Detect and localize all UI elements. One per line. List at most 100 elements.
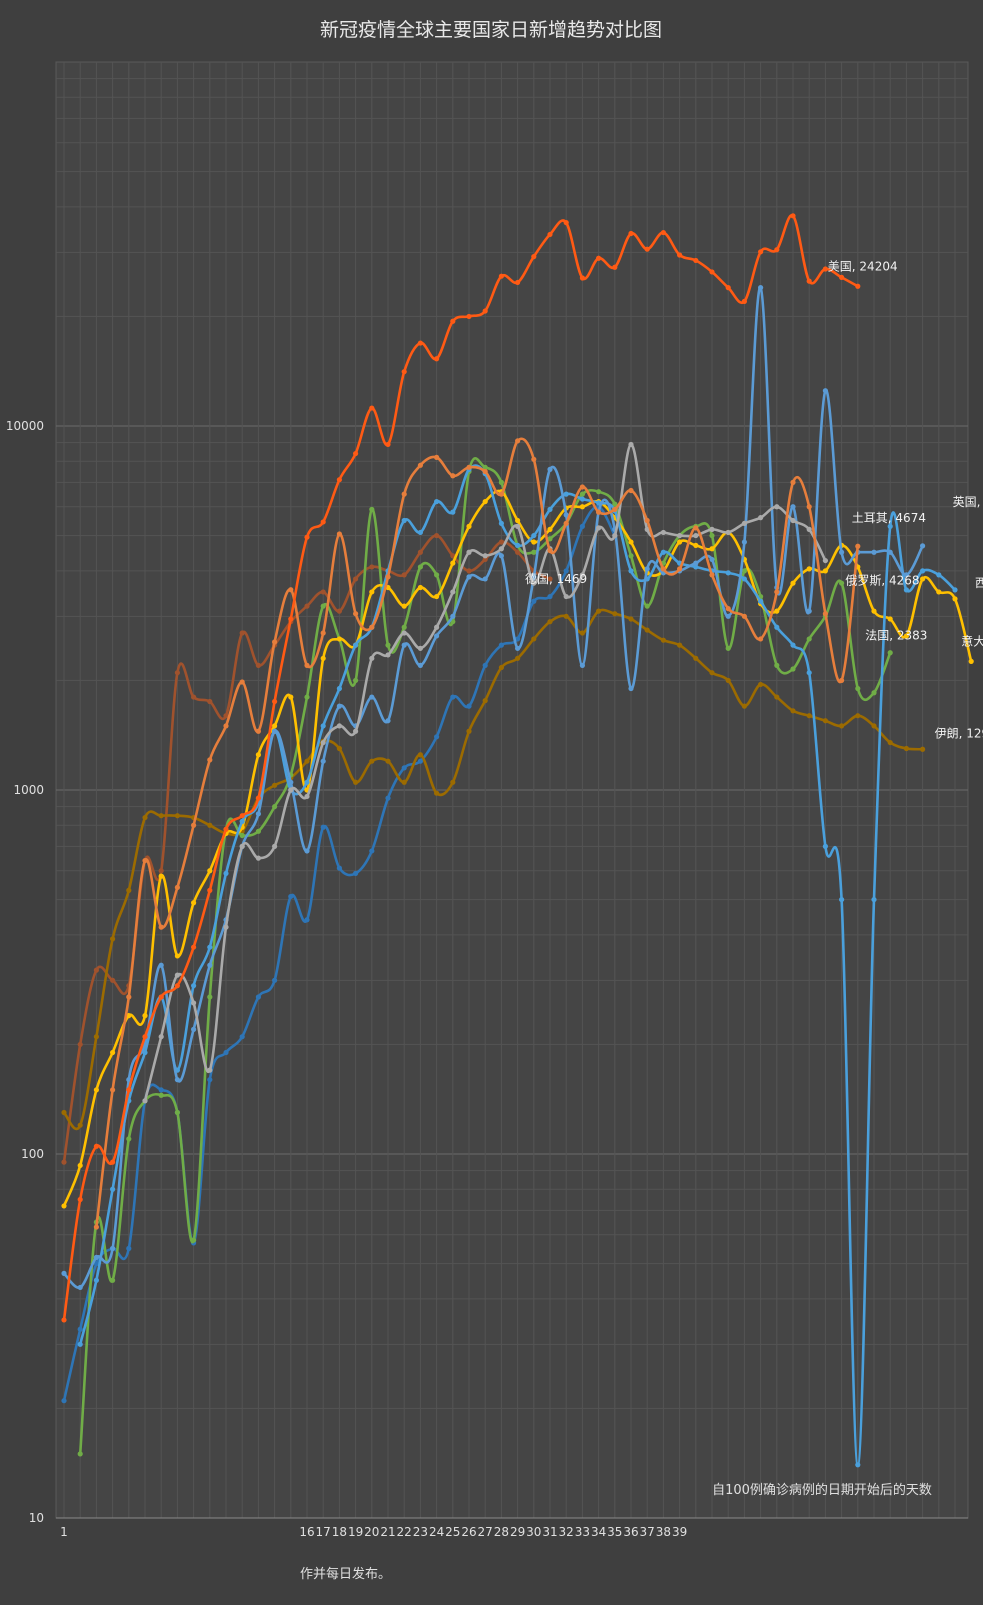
data-point: [223, 870, 229, 877]
data-point: [482, 576, 488, 582]
data-point: [855, 283, 861, 289]
data-point: [239, 1034, 245, 1040]
data-point: [725, 570, 731, 576]
data-point: [93, 1277, 99, 1283]
data-point: [774, 589, 780, 595]
data-point: [191, 983, 197, 989]
data-point: [450, 694, 456, 700]
data-point: [126, 1087, 132, 1093]
data-point: [498, 273, 504, 279]
data-point: [110, 1277, 116, 1283]
data-point: [288, 893, 294, 900]
data-point: [174, 670, 180, 676]
data-point: [272, 728, 278, 734]
data-point: [77, 1122, 83, 1128]
x-tick-label: 33: [575, 1525, 590, 1539]
data-point: [482, 308, 488, 314]
data-point: [450, 613, 456, 619]
data-point: [142, 1049, 148, 1056]
data-point: [822, 557, 829, 564]
data-point: [401, 624, 407, 630]
data-point: [725, 285, 731, 291]
data-point: [93, 1260, 99, 1267]
data-point: [547, 619, 553, 625]
data-point: [709, 556, 715, 563]
data-point: [531, 532, 537, 539]
data-labels: 德国, 1469 伊朗, 1294 法国, 2383 意大利, 2256 西班牙, 35…: [525, 259, 983, 740]
data-point: [304, 779, 310, 785]
data-point: [110, 1186, 116, 1192]
data-point: [288, 779, 294, 785]
data-point: [434, 454, 440, 460]
data-point: [223, 723, 229, 729]
data-point: [855, 543, 861, 549]
data-point: [952, 587, 958, 593]
data-point: [417, 645, 423, 651]
series-data-label: 伊朗, 1294: [935, 726, 983, 740]
data-point: [920, 543, 926, 549]
data-point: [353, 576, 359, 582]
data-point: [272, 723, 278, 729]
data-point: [174, 953, 180, 959]
data-point: [207, 1067, 213, 1073]
data-point: [434, 532, 440, 539]
data-point: [693, 542, 699, 548]
data-point: [806, 504, 812, 510]
data-point: [110, 1245, 116, 1252]
data-point: [482, 464, 488, 470]
data-point: [920, 568, 926, 574]
data-point: [239, 630, 245, 636]
series-data-label: 法国, 2383: [865, 629, 927, 643]
data-point: [174, 972, 180, 978]
data-point: [660, 529, 667, 536]
data-point: [887, 739, 893, 746]
data-point: [207, 962, 213, 968]
data-point: [466, 703, 472, 709]
data-point: [223, 1049, 229, 1056]
data-point: [93, 1034, 99, 1040]
data-point: [839, 677, 845, 684]
data-point: [207, 757, 213, 763]
data-point: [547, 466, 553, 472]
data-point: [709, 532, 715, 539]
data-point: [434, 572, 440, 578]
x-tick-label: 31: [542, 1525, 557, 1539]
data-point: [61, 1398, 67, 1404]
data-point: [531, 254, 537, 260]
data-point: [61, 1159, 67, 1165]
data-point: [531, 598, 537, 604]
data-point: [385, 574, 391, 580]
data-point: [191, 944, 197, 950]
data-point: [110, 977, 116, 983]
data-point: [612, 501, 618, 507]
data-point: [304, 917, 310, 923]
data-point: [61, 1270, 67, 1276]
data-point: [871, 723, 877, 729]
x-tick-label: 27: [478, 1525, 493, 1539]
data-point: [579, 662, 586, 668]
data-point: [223, 826, 229, 832]
data-point: [126, 994, 132, 1000]
data-point: [369, 506, 375, 513]
data-point: [628, 441, 634, 448]
data-point: [304, 758, 310, 764]
data-point: [223, 924, 229, 930]
series-data-label: 英国, 4684: [953, 495, 983, 509]
data-point: [579, 491, 586, 497]
data-point: [255, 795, 261, 801]
data-point: [401, 630, 407, 636]
data-point: [596, 489, 602, 495]
data-point: [336, 608, 342, 614]
data-point: [93, 967, 99, 973]
data-point: [855, 685, 861, 692]
data-point: [466, 464, 472, 470]
data-point: [758, 515, 764, 521]
data-point: [385, 718, 391, 724]
chart-title: 新冠疫情全球主要国家日新增趋势对比图: [320, 19, 662, 41]
data-point: [336, 685, 342, 692]
data-point: [466, 523, 472, 529]
data-point: [531, 539, 537, 545]
data-point: [790, 504, 796, 510]
data-point: [774, 247, 780, 253]
